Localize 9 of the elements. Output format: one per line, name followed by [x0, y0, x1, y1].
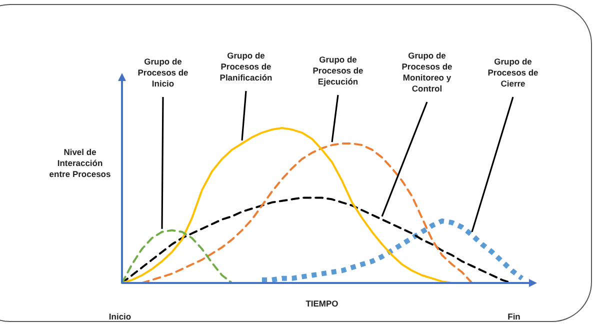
text: Inicio	[108, 312, 132, 322]
text: Grupo de Procesos de Cierre	[488, 56, 539, 89]
text: Grupo de Procesos de Inicio	[138, 56, 189, 89]
x-axis-title: TIEMPO	[306, 298, 339, 309]
text: Grupo de Procesos de Planificación	[220, 50, 272, 83]
y-axis-title: Nivel de Interacción entre Procesos	[49, 147, 111, 180]
text: Grupo de Procesos de Ejecución	[312, 54, 364, 87]
text: Grupo de Procesos de Monitoreo y Control	[402, 50, 453, 94]
text: Fin	[508, 312, 520, 322]
